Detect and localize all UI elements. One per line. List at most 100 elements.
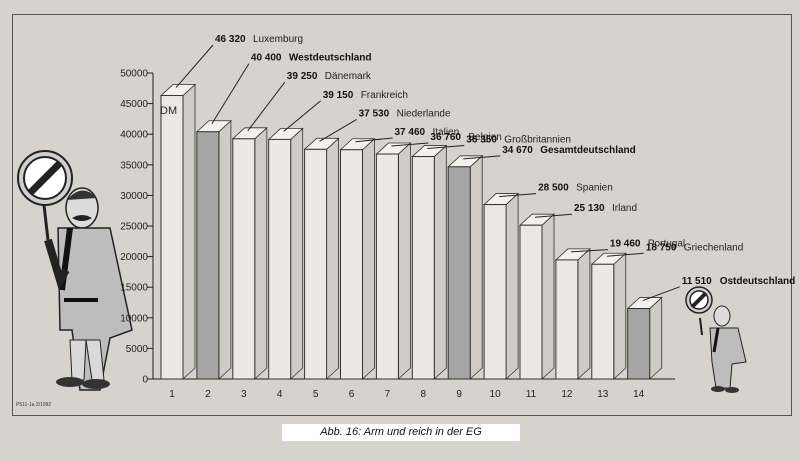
value-label: 36 760 bbox=[430, 132, 461, 143]
country-label: Griechenland bbox=[684, 242, 743, 253]
value-label: 46 320 bbox=[215, 34, 246, 45]
country-label: Portugal bbox=[648, 239, 685, 250]
country-label: Niederlande bbox=[397, 108, 451, 119]
bar-side bbox=[182, 83, 196, 380]
caption: Abb. 16: Arm und reich in der EG bbox=[282, 424, 520, 441]
y-tick-label: 0 bbox=[142, 375, 148, 386]
chart-frame bbox=[12, 14, 792, 416]
value-label: 40 400 bbox=[251, 53, 282, 64]
x-tick-label: 4 bbox=[277, 389, 283, 400]
bar bbox=[232, 138, 256, 380]
y-tick-label: 15000 bbox=[120, 283, 148, 294]
footnote: P511-1a 2/1992 bbox=[16, 402, 52, 408]
value-label: 25 130 bbox=[574, 203, 605, 214]
y-tick-label: 10000 bbox=[120, 313, 148, 324]
bar-side bbox=[290, 127, 304, 380]
country-label: Belgien bbox=[468, 132, 501, 143]
bar-group bbox=[267, 127, 304, 380]
bar-group bbox=[590, 252, 627, 380]
value-label: 19 460 bbox=[610, 239, 641, 250]
x-tick-label: 12 bbox=[561, 389, 573, 400]
bar bbox=[627, 308, 651, 380]
bar bbox=[268, 138, 292, 380]
bar bbox=[196, 131, 220, 380]
bar-labels: 46 320 Luxemburg 40 400 Westdeutschland 39 2… bbox=[175, 34, 796, 302]
country-label: Frankreich bbox=[361, 90, 408, 101]
bar-group bbox=[375, 142, 412, 380]
leader-line bbox=[570, 249, 608, 253]
country-label: Dänemark bbox=[325, 71, 372, 82]
bar bbox=[555, 259, 579, 380]
bar bbox=[591, 263, 615, 380]
y-tick-label: 35000 bbox=[120, 160, 148, 171]
bar-group bbox=[447, 154, 484, 380]
leader-line bbox=[534, 213, 573, 218]
bar bbox=[519, 224, 543, 380]
bar bbox=[160, 95, 184, 380]
bar-group bbox=[339, 137, 376, 380]
leader-line bbox=[175, 44, 214, 88]
bar-side bbox=[433, 144, 447, 380]
bar bbox=[411, 156, 435, 380]
x-tick-label: 7 bbox=[385, 389, 391, 400]
leader-line bbox=[283, 100, 322, 132]
bar-group bbox=[626, 296, 663, 380]
leader-line bbox=[499, 193, 537, 198]
bar-side bbox=[362, 137, 375, 380]
bar-group bbox=[195, 119, 232, 380]
value-label: 37 460 bbox=[395, 127, 426, 138]
leader-line bbox=[391, 142, 429, 147]
country-label: Luxemburg bbox=[253, 34, 303, 45]
country-label: Italien bbox=[433, 127, 460, 138]
country-label: Ostdeutschland bbox=[720, 276, 796, 287]
country-label: Gesamtdeutschland bbox=[540, 145, 636, 156]
man-with-sign-illustration bbox=[17, 150, 133, 391]
y-tick-label: 30000 bbox=[120, 191, 148, 202]
y-tick-label: 50000 bbox=[120, 69, 148, 80]
value-label: 28 500 bbox=[538, 183, 569, 194]
x-tick-label: 14 bbox=[633, 389, 645, 400]
x-tick-label: 6 bbox=[349, 389, 355, 400]
bar-side bbox=[577, 247, 591, 380]
leader-line bbox=[319, 118, 357, 142]
x-tick-label: 5 bbox=[313, 389, 319, 400]
x-tick-label: 13 bbox=[597, 389, 609, 400]
bar-group bbox=[303, 137, 340, 380]
bar-side bbox=[254, 126, 268, 380]
x-tick-label: 2 bbox=[205, 389, 211, 400]
bar-group bbox=[483, 192, 520, 380]
value-label: 39 250 bbox=[287, 71, 318, 82]
leader-line bbox=[606, 252, 644, 257]
bar-side bbox=[326, 137, 340, 380]
bar-side bbox=[469, 154, 483, 380]
bar bbox=[375, 153, 399, 380]
value-label: 36 350 bbox=[466, 135, 497, 146]
y-tick-label: 45000 bbox=[120, 99, 148, 110]
bar-side bbox=[541, 213, 555, 380]
bar-group bbox=[159, 83, 197, 380]
bars bbox=[159, 83, 663, 380]
bar-side bbox=[649, 296, 663, 380]
bar-group bbox=[231, 126, 268, 380]
leader-line bbox=[463, 155, 501, 160]
bar-group bbox=[518, 213, 556, 380]
bar bbox=[483, 204, 507, 380]
x-tick-label: 3 bbox=[241, 389, 247, 400]
unit-label: DM bbox=[160, 105, 177, 117]
value-label: 11 510 bbox=[682, 276, 712, 287]
bar-side bbox=[397, 142, 411, 380]
bar-side bbox=[218, 119, 232, 380]
leader-line bbox=[642, 286, 680, 302]
value-label: 37 530 bbox=[359, 108, 390, 119]
leader-line bbox=[355, 137, 393, 143]
x-tick-label: 9 bbox=[456, 389, 462, 400]
y-tick-label: 20000 bbox=[120, 252, 148, 263]
country-label: Westdeutschland bbox=[289, 53, 372, 64]
y-tick-label: 5000 bbox=[126, 344, 149, 355]
x-axis: 1 2 3 4 5 6 7 8 9 10 11 12 13 14 bbox=[169, 389, 644, 400]
y-tick-label: 25000 bbox=[120, 222, 148, 233]
country-label: Irland bbox=[612, 203, 637, 214]
leader-line bbox=[427, 145, 465, 150]
